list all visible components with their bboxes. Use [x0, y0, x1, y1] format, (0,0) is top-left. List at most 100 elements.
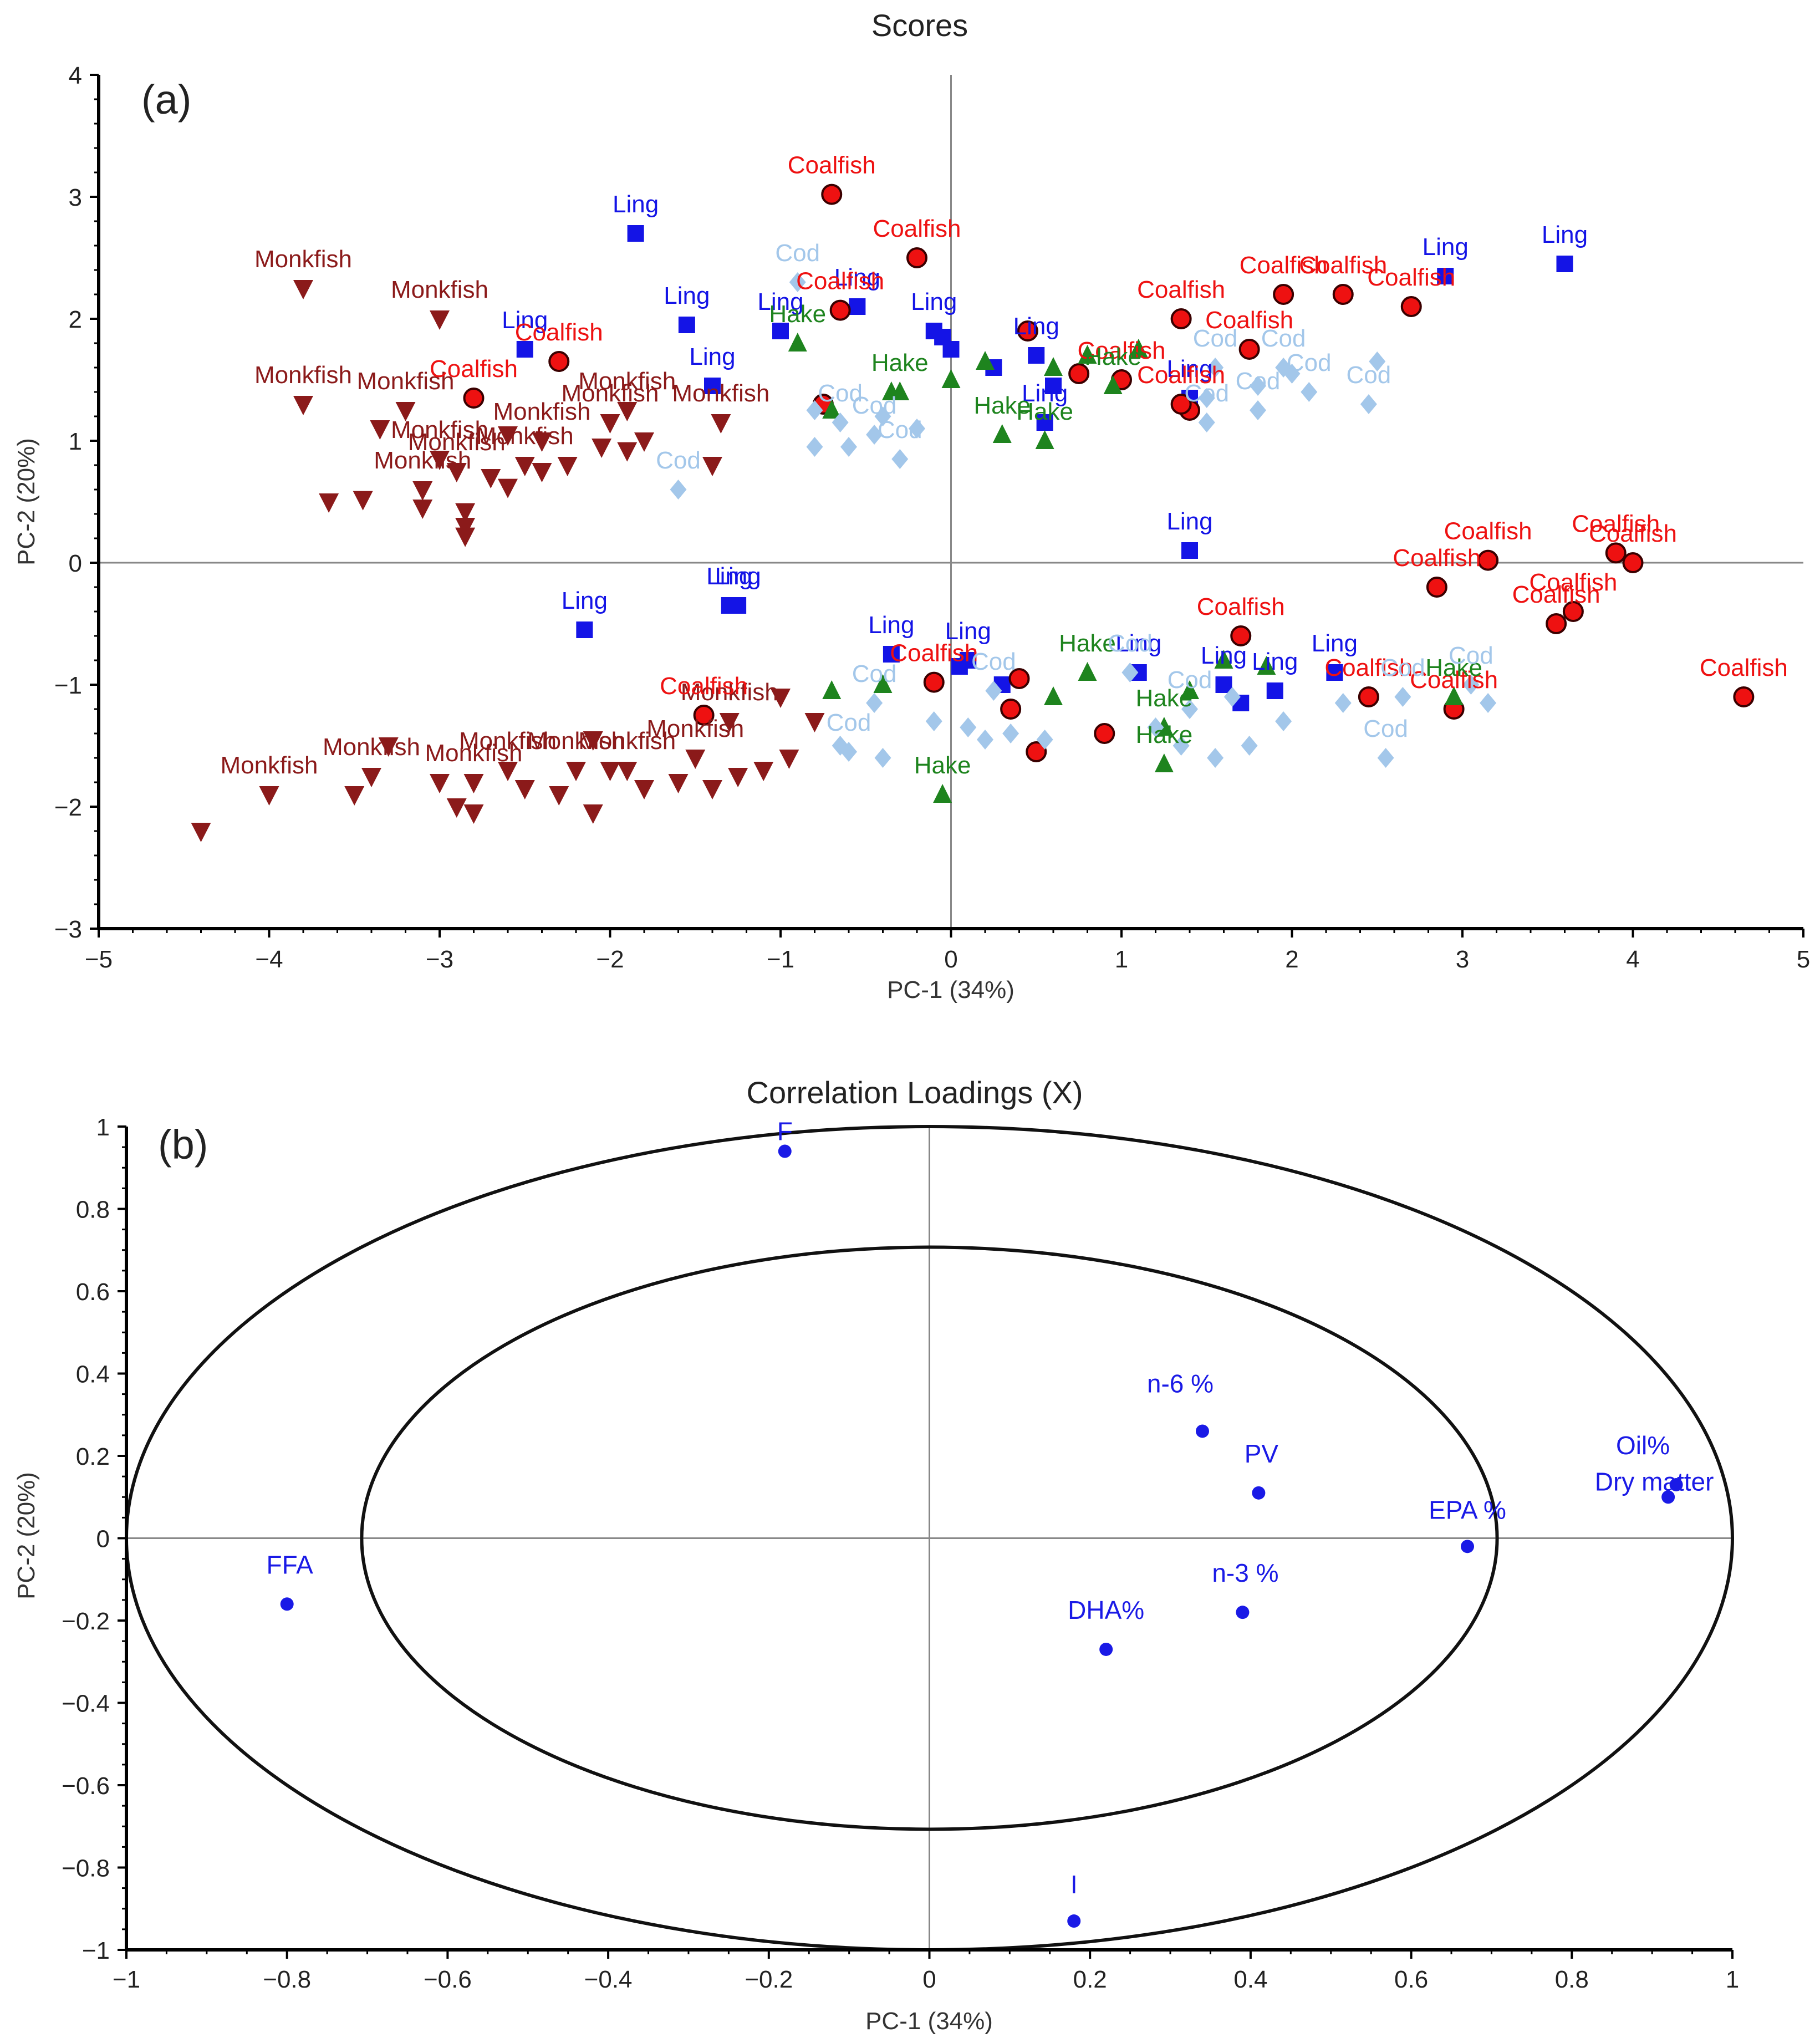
loading-label-f: F: [777, 1117, 793, 1146]
coalfish-point: [1562, 601, 1584, 622]
y-tick-label: −0.6: [62, 1772, 110, 1800]
coalfish-point: [1238, 339, 1260, 360]
y-axis-title: PC-2 (20%): [13, 1472, 40, 1599]
ling-label: Ling: [613, 191, 659, 218]
monkfish-label: Monkfish: [561, 380, 659, 407]
cod-point: [1121, 663, 1139, 682]
y-tick-label: 4: [69, 62, 82, 89]
ling-label: Ling: [562, 587, 608, 614]
monkfish-point: [259, 786, 279, 806]
x-tick-label: −0.8: [263, 1966, 311, 1993]
hake-label: Hake: [769, 300, 826, 328]
x-axis-title: PC-1 (34%): [887, 976, 1014, 1003]
monkfish-point: [463, 774, 484, 793]
loading-point-dha: [1099, 1642, 1113, 1656]
hake-point: [1154, 753, 1174, 772]
y-tick-label: −0.4: [62, 1690, 110, 1718]
ling-label: Ling: [664, 282, 710, 309]
cod-point: [1036, 730, 1053, 750]
ling-label: Ling: [1312, 630, 1358, 657]
ling-label: Ling: [1166, 355, 1212, 383]
monkfish-point: [191, 823, 211, 842]
ling-label: Ling: [757, 288, 803, 315]
cod-label: Cod: [827, 709, 871, 736]
coalfish-label: Coalfish: [1197, 593, 1285, 620]
ling-label: Ling: [1022, 380, 1068, 407]
monkfish-point: [430, 451, 450, 470]
monkfish-point: [702, 780, 722, 799]
hake-label: Hake: [1136, 685, 1193, 712]
monkfish-point: [617, 402, 638, 421]
coalfish-point: [1733, 686, 1755, 707]
coalfish-label: Coalfish: [1299, 252, 1387, 279]
monkfish-label: Monkfish: [578, 368, 676, 395]
cod-point: [840, 437, 857, 457]
cod-point: [960, 717, 977, 737]
cod-label: Cod: [1363, 715, 1408, 742]
cod-point: [1334, 693, 1352, 713]
monkfish-point: [353, 491, 373, 511]
monkfish-label: Monkfish: [476, 422, 574, 450]
x-tick-label: −1: [113, 1966, 140, 1993]
coalfish-point: [1026, 741, 1047, 762]
monkfish-point: [455, 527, 476, 547]
x-tick-label: 4: [1626, 946, 1639, 973]
coalfish-label: Coalfish: [1324, 654, 1413, 681]
cod-label: Cod: [878, 416, 922, 444]
monkfish-label: Monkfish: [493, 398, 590, 425]
y-tick-label: 1: [69, 428, 82, 455]
scores-plot: Scores (a) −5 −4 −3 −2 −1 0 1 2 3 4 5 −3 −2 −1 0 1 2 3 4 M…: [13, 8, 1810, 1003]
coalfish-point: [463, 388, 485, 409]
ling-label: Ling: [1115, 630, 1161, 657]
monkfish-label: Monkfish: [527, 727, 625, 755]
x-tick-label: 2: [1285, 946, 1298, 973]
monkfish-label: Monkfish: [681, 679, 778, 706]
x-tick-label: 0.8: [1555, 1966, 1589, 1993]
cod-point: [925, 711, 942, 731]
coalfish-point: [821, 184, 843, 205]
cod-point: [1207, 358, 1224, 378]
y-tick-label: −1: [54, 672, 82, 699]
monkfish-point: [771, 689, 791, 708]
monkfish-label: Monkfish: [408, 429, 506, 456]
monkfish-point: [617, 442, 638, 462]
ling-point: [576, 621, 593, 638]
y-tick-label: 0.6: [76, 1278, 110, 1306]
monkfish-point: [600, 414, 620, 434]
coalfish-point: [1170, 394, 1192, 415]
monkfish-label: Monkfish: [646, 715, 744, 742]
cod-label: Cod: [1380, 654, 1425, 681]
cod-label: Cod: [1449, 642, 1493, 669]
cod-point: [840, 742, 857, 762]
hake-point: [1078, 345, 1097, 364]
coalfish-point: [1400, 296, 1422, 317]
coalfish-label: Coalfish: [873, 215, 961, 242]
y-tick-label: −2: [54, 794, 82, 821]
hake-point: [1214, 650, 1233, 669]
cod-label: Cod: [1108, 630, 1153, 657]
hake-point: [1180, 680, 1199, 699]
cod-point: [1275, 358, 1292, 378]
cod-point: [891, 449, 909, 469]
monkfish-point: [412, 481, 433, 501]
scores-title: Scores: [871, 8, 968, 43]
monkfish-point: [532, 432, 552, 452]
monkfish-point: [617, 762, 638, 781]
coalfish-point: [1068, 363, 1090, 384]
monkfish-point: [702, 457, 722, 476]
monkfish-point: [557, 457, 578, 476]
monkfish-point: [685, 750, 706, 769]
hake-label: Hake: [871, 349, 929, 376]
monkfish-point: [430, 774, 450, 793]
cod-point: [1198, 388, 1215, 408]
monkfish-point: [319, 493, 339, 513]
ling-point: [730, 597, 747, 614]
loading-label-dha: DHA%: [1068, 1596, 1144, 1624]
x-tick-label: 0.2: [1073, 1966, 1107, 1993]
cod-label: Cod: [1193, 325, 1238, 352]
coalfish-point: [906, 247, 927, 268]
ling-label: Ling: [911, 288, 957, 315]
hake-point: [941, 369, 961, 388]
y-tick-label: 0: [96, 1526, 110, 1553]
ling-point: [925, 323, 942, 339]
